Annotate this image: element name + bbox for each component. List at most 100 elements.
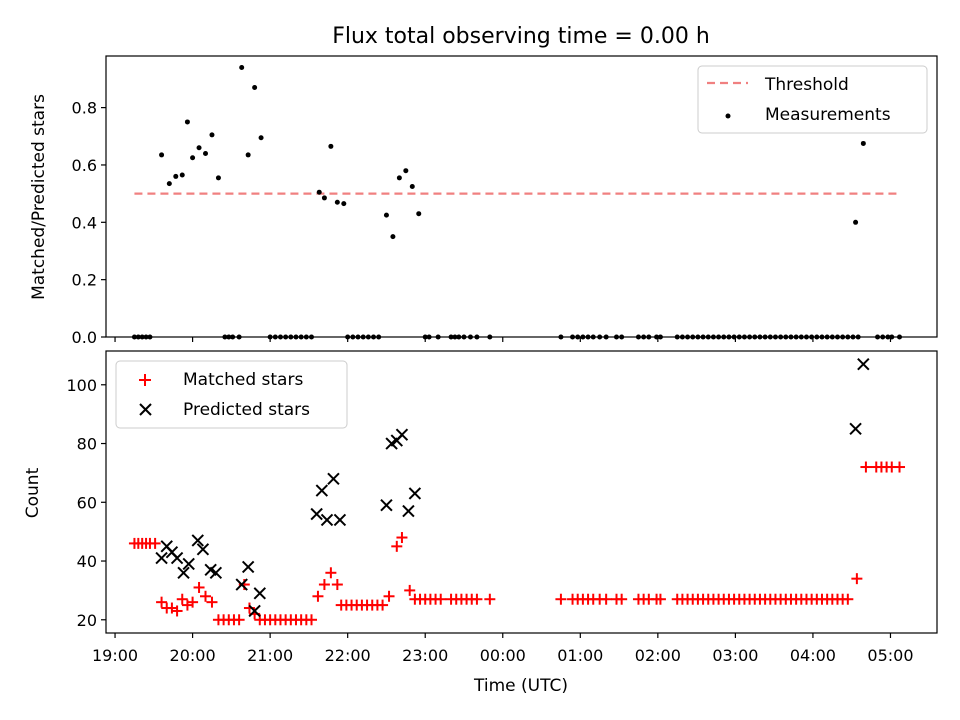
measurement-point [875,334,881,340]
bottom-y-ticks: 20 40 60 80 100 [66,376,106,630]
predicted-star-point [241,560,255,574]
predicted-star-point [380,499,393,512]
measurement-point [461,334,467,340]
measurement-point [679,334,685,340]
measurement-point [809,334,815,340]
measurement-point [321,195,327,201]
measurement-point [350,334,356,340]
measurement-point [580,334,586,340]
measurement-point [575,334,581,340]
bottom-panel: 20 40 60 80 100 19:00 20:00 21:00 22:00 23:00 00:… [23,350,938,696]
bottom-y-tick-label: 100 [66,376,97,395]
x-tick-label: 01:00 [557,646,603,665]
measurement-point [298,334,304,340]
measurement-point [147,334,153,340]
predicted-star-point [177,566,190,579]
top-legend: Threshold Measurements [697,65,928,134]
x-tick-label: 00:00 [480,646,526,665]
matched-star-point [404,584,416,596]
legend-threshold-label: Threshold [764,75,849,95]
x-tick-label: 03:00 [712,646,758,665]
measurement-point [716,334,722,340]
measurement-point [403,168,409,174]
measurement-point [829,334,835,340]
predicted-star-point [402,504,415,518]
x-axis-label: Time (UTC) [473,676,568,696]
top-y-tick-label: 0.6 [72,156,97,175]
predicted-star-point [182,557,195,571]
measurement-point [752,334,758,340]
measurement-point [267,334,273,340]
matched-star-point [377,599,389,611]
measurement-point [558,334,564,340]
measurement-point [654,334,660,340]
x-tick-label: 02:00 [635,646,681,665]
measurement-point [341,201,347,207]
measurement-point [767,334,773,340]
legend-matched-label: Matched stars [183,370,303,390]
measurement-point [467,334,473,340]
matched-star-point [200,590,212,602]
matched-star-point [171,605,183,617]
measurement-point [834,334,840,340]
predicted-star-point [857,358,870,371]
bottom-marks [128,358,906,626]
matched-star-point [206,596,218,608]
measurement-point [695,334,701,340]
measurement-point [619,334,625,340]
measurement-point [422,334,428,340]
predicted-star-point [196,543,210,556]
measurement-point [272,334,278,340]
matched-star-point [391,540,403,552]
measurement-point [570,334,576,340]
top-y-ticks: 0.0 0.2 0.4 0.6 0.8 [72,99,106,347]
measurement-point [897,334,903,340]
matched-star-point [305,614,317,626]
matched-star-point [149,537,161,549]
measurement-point [390,234,396,240]
measurement-point [657,334,663,340]
measurement-point [252,85,258,91]
matched-star-point [383,590,395,602]
measurement-point [203,150,209,156]
predicted-star-point [155,551,168,565]
predicted-star-point [253,587,267,600]
top-y-tick-label: 0.8 [72,99,97,118]
measurement-point [277,334,283,340]
measurement-point [173,173,179,179]
top-y-tick-label: 0.0 [72,328,97,347]
measurement-point [345,334,351,340]
bottom-legend-box [115,360,348,429]
measurement-point [613,334,619,340]
matched-star-point [193,581,205,593]
bottom-legend: Matched stars Predicted stars [115,360,348,429]
bottom-y-tick-label: 20 [77,611,97,630]
measurement-point [603,334,609,340]
top-y-tick-label: 0.2 [72,271,97,290]
measurement-point [258,135,264,141]
predicted-star-point [248,604,261,618]
measurement-point [646,334,652,340]
measurement-point [741,334,747,340]
matched-star-point [435,593,447,605]
measurement-point [880,334,886,340]
top-legend-box [697,65,928,134]
measurement-point [700,334,706,340]
matched-star-point [187,596,199,608]
measurement-point [226,334,232,340]
predicted-star-point [327,472,340,485]
measurement-point [139,334,145,340]
matched-star-point [654,593,666,605]
legend-predicted-label: Predicted stars [183,400,310,420]
measurement-point [757,334,763,340]
bottom-y-tick-label: 60 [77,493,97,512]
measurement-point [355,334,361,340]
matched-star-point [484,593,496,605]
measurement-point [303,334,309,340]
measurement-point [196,145,202,151]
measurement-point [222,334,228,340]
legend-matched-swatch [139,374,151,386]
matched-star-point [471,593,483,605]
measurement-point [452,334,458,340]
measurement-point [590,334,596,340]
